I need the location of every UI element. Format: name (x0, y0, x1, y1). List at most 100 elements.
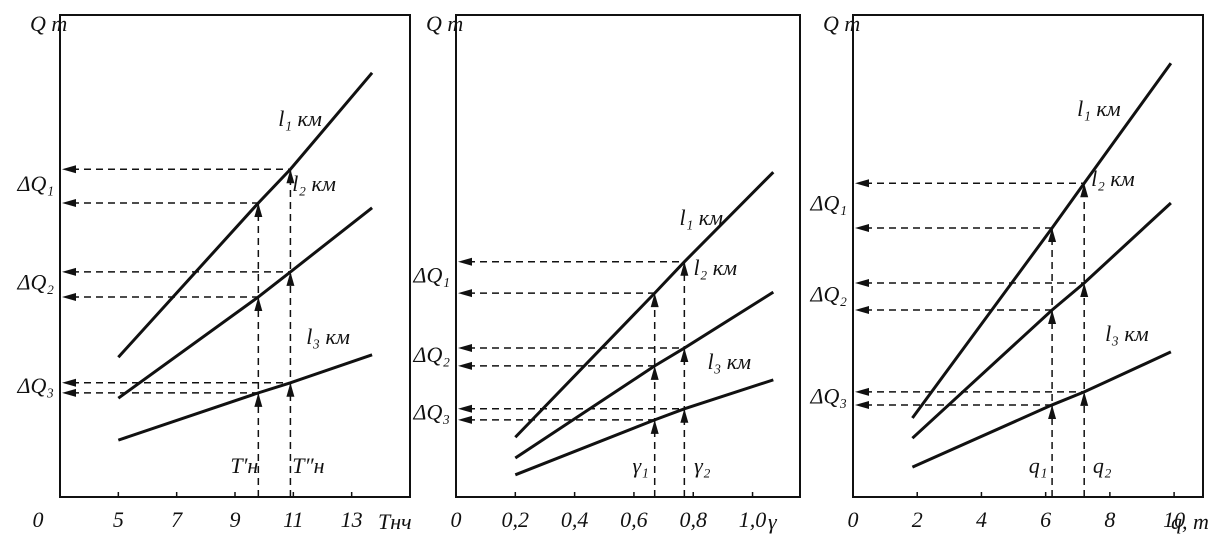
x-tick-label: 5 (113, 507, 124, 532)
x-tick-label: 8 (1104, 507, 1115, 532)
delta-label: ΔQ₃ (413, 399, 450, 424)
chart: Q т γ 0 0,2 0,4 0,6 0,8 1,0 l₁ км l₂ км l₃ км γ₁ γ₂ Δ… (413, 11, 801, 534)
x-tick-label: 0 (848, 507, 859, 532)
plot-frame (852, 14, 1204, 498)
series-line (514, 378, 774, 477)
series-line (911, 350, 1172, 469)
delta-label: ΔQ₃ (810, 383, 847, 408)
x-tick-label: 9 (230, 507, 241, 532)
x-tick-label: 7 (171, 507, 183, 532)
arrow-head (855, 305, 869, 314)
arrow-head (650, 419, 659, 434)
x-axis-label: γ (768, 509, 778, 534)
arrow-head (650, 365, 659, 380)
x-tick-label: 0 (451, 507, 462, 532)
plot-frame (455, 14, 801, 498)
x-tick-label: 4 (976, 507, 987, 532)
arrow-head (1048, 309, 1057, 324)
series-label: l₁ км (278, 106, 322, 131)
y-axis-label: Q т (426, 11, 463, 36)
x-tick-label: 13 (341, 507, 363, 532)
arrow-head (650, 293, 659, 308)
arrow-head (680, 261, 689, 276)
x-tick-label: 0,8 (679, 507, 707, 532)
series-line (514, 290, 775, 460)
series-line (911, 62, 1173, 419)
arrow-head (1048, 228, 1057, 243)
x-tick-label: 1,0 (739, 507, 767, 532)
x-axis-label: q, т (1171, 509, 1209, 534)
arrow-head (62, 292, 76, 301)
marker-label: T″н (292, 453, 324, 478)
marker-label: q₁ (1029, 453, 1048, 478)
arrow-head (855, 224, 869, 233)
arrow-head (1080, 183, 1089, 198)
series-line (514, 171, 775, 439)
plot-frame (59, 14, 411, 498)
arrow-head (855, 387, 869, 396)
marker-label: T′н (230, 453, 258, 478)
arrow-head (286, 169, 295, 184)
series-line (117, 353, 373, 442)
arrow-head (458, 415, 472, 424)
arrow-head (1080, 282, 1089, 297)
arrow-head (458, 404, 472, 413)
arrow-head (855, 179, 869, 188)
x-tick-label: 2 (912, 507, 923, 532)
series-label: l₂ км (694, 255, 738, 280)
arrow-head (254, 202, 263, 217)
arrow-head (1048, 404, 1057, 419)
y-axis-label: Q т (823, 11, 860, 36)
series-line (117, 206, 374, 400)
arrow-head (62, 267, 76, 276)
chart: Q т q, т 0 2 4 6 8 10 l₁ км l₂ км l₃ км q₁ q₂ ΔQ₁ ΔQ₂ Δ… (810, 11, 1209, 534)
series-label: l₃ км (306, 324, 350, 349)
delta-label: ΔQ₂ (17, 269, 55, 294)
arrow-head (254, 296, 263, 311)
x-tick-label: 11 (283, 507, 303, 532)
delta-label: ΔQ₁ (810, 191, 847, 216)
marker-label: γ₁ (633, 453, 649, 478)
arrow-head (62, 165, 76, 174)
x-tick-label: 0,4 (561, 507, 589, 532)
arrow-head (286, 271, 295, 286)
x-axis-label: Tнч (378, 509, 412, 534)
delta-label: ΔQ₁ (413, 262, 450, 287)
marker-label: q₂ (1093, 453, 1112, 478)
arrow-head (855, 278, 869, 287)
origin-label: 0 (33, 507, 44, 532)
y-axis-label: Q т (30, 11, 67, 36)
series-line (117, 71, 374, 359)
arrow-head (855, 400, 869, 409)
arrow-head (680, 408, 689, 423)
x-tick-label: 10 (1163, 507, 1185, 532)
delta-label: ΔQ₂ (810, 282, 848, 307)
arrow-head (286, 382, 295, 397)
series-line (911, 201, 1172, 440)
delta-label: ΔQ₂ (413, 342, 451, 367)
arrow-head (254, 392, 263, 407)
arrow-head (458, 289, 472, 298)
chart: Q т Tнч 0 5 7 9 11 13 l₁ км l₂ км l₃ км T′н T″н ΔQ₁ ΔQ… (17, 11, 412, 534)
series-label: l₂ км (292, 171, 336, 196)
delta-label: ΔQ₃ (17, 373, 54, 398)
series-label: l₃ км (1105, 321, 1149, 346)
arrow-head (458, 361, 472, 370)
marker-label: γ₂ (694, 453, 711, 478)
x-tick-label: 0,6 (620, 507, 648, 532)
arrow-head (458, 344, 472, 353)
x-tick-label: 6 (1040, 507, 1051, 532)
arrow-head (62, 378, 76, 387)
x-tick-label: 0,2 (502, 507, 530, 532)
arrow-head (62, 198, 76, 207)
delta-label: ΔQ₁ (17, 171, 54, 196)
arrow-head (62, 388, 76, 397)
series-label: l₂ км (1091, 166, 1135, 191)
series-label: l₃ км (708, 349, 752, 374)
arrow-head (1080, 391, 1089, 406)
series-label: l₁ км (680, 205, 724, 230)
series-label: l₁ км (1077, 96, 1121, 121)
arrow-head (680, 348, 689, 363)
arrow-head (458, 257, 472, 266)
